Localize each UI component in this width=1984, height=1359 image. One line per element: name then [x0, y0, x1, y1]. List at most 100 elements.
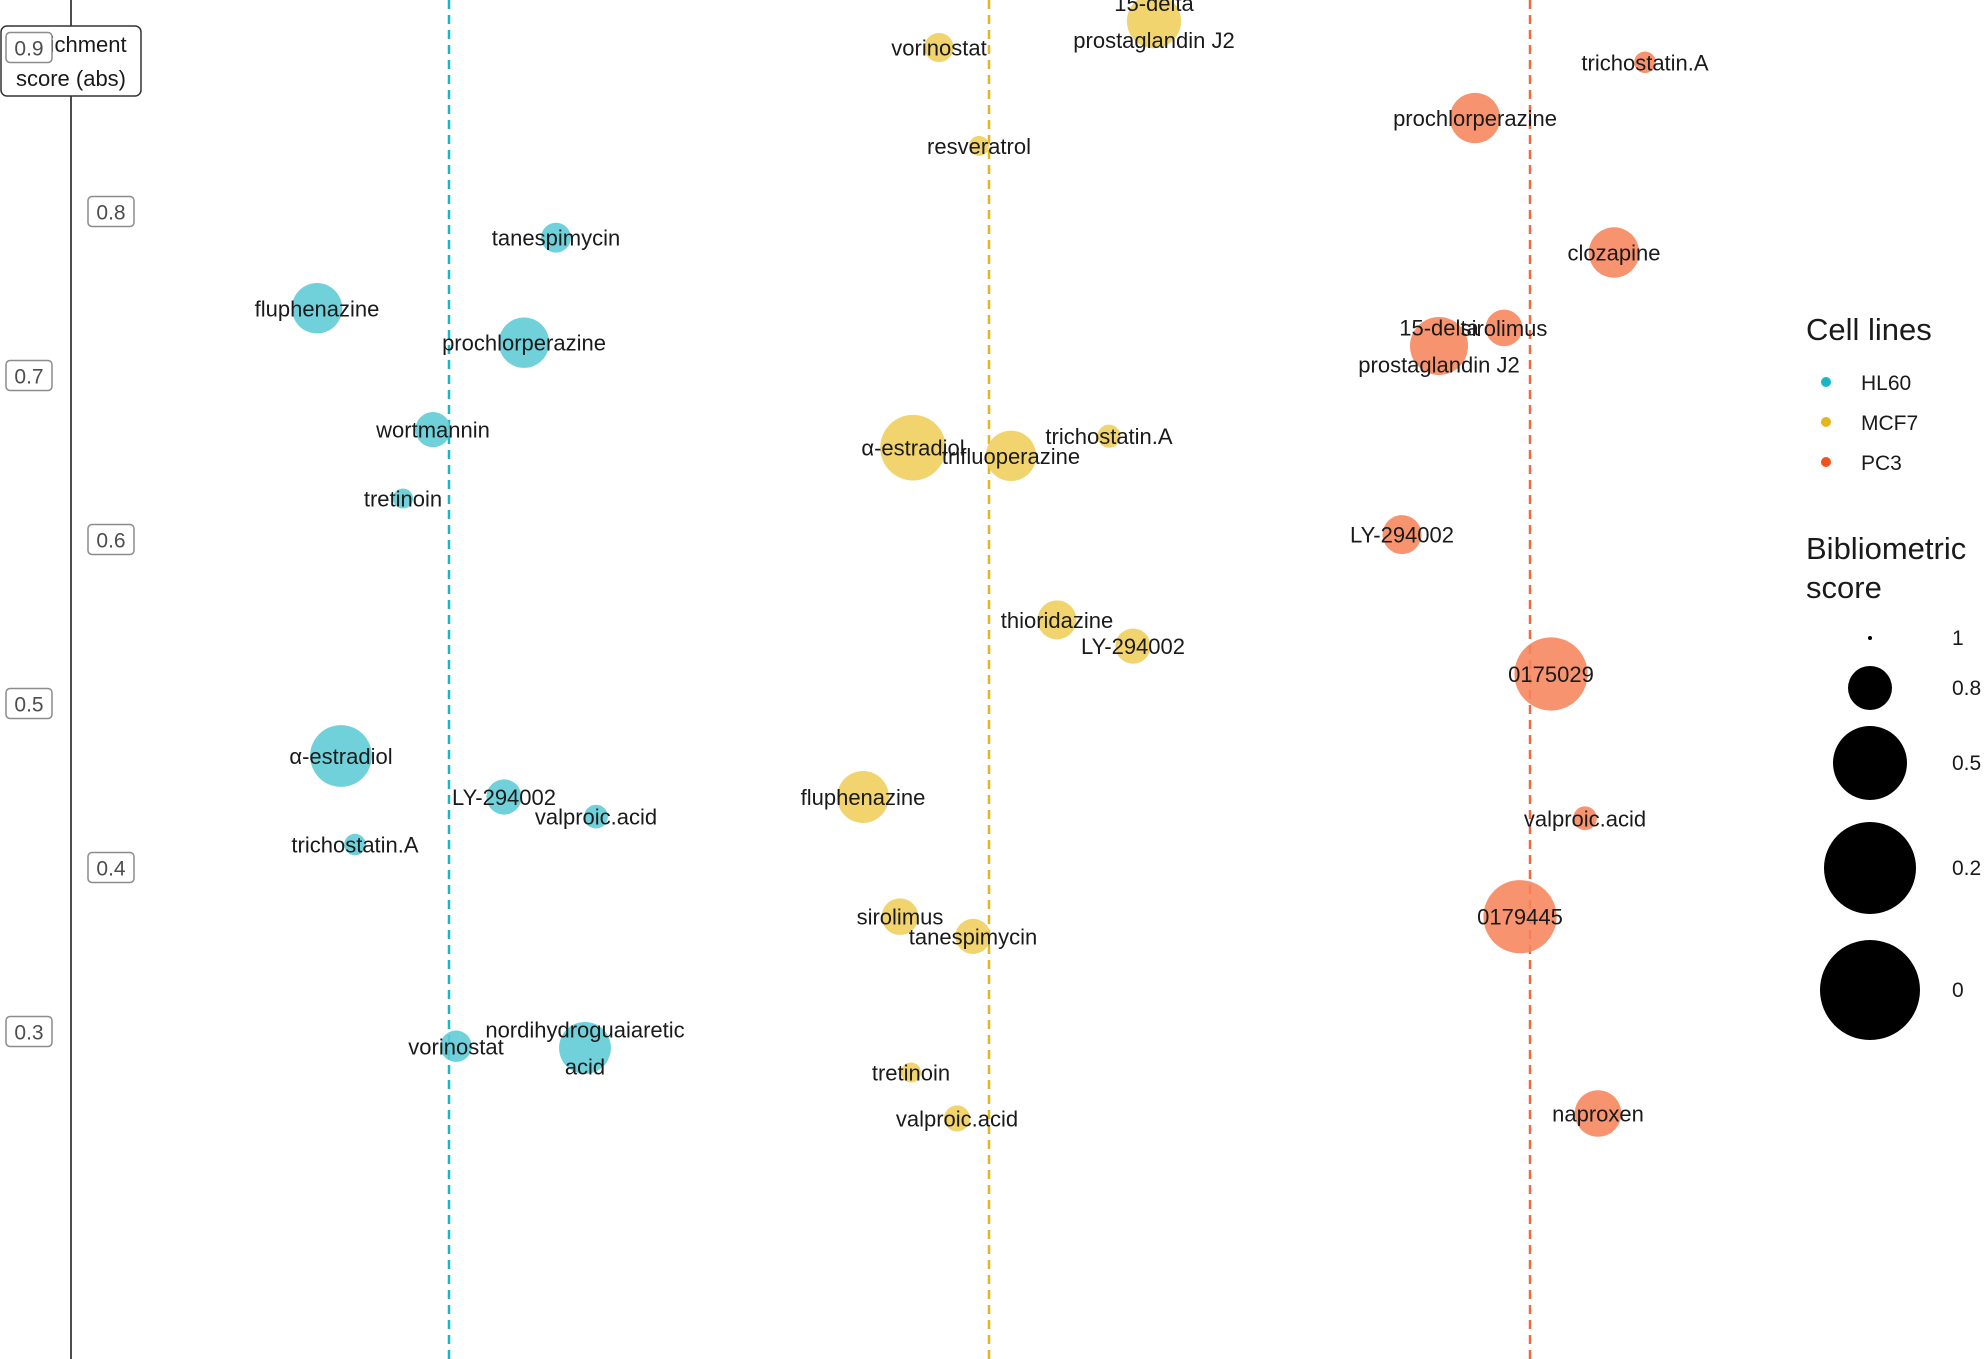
bubble-label-hl60-fluphenazine: fluphenazine: [255, 296, 380, 321]
svg-text:0.4: 0.4: [96, 858, 126, 881]
bubble-label-pc3-sirolimus: sirolimus: [1461, 316, 1548, 341]
bubble-label-mcf7-fluphenazine: fluphenazine: [801, 785, 926, 810]
bubble-label-mcf7-estradiol: α-estradiol: [861, 436, 964, 461]
bubble-label-hl60-vorinostat: vorinostat: [408, 1034, 503, 1059]
bubble-label-pc3-trichostatin-a: trichostatin.A: [1581, 50, 1708, 75]
bubble-pc3-15-delta-prostaglandin-j2: [1410, 316, 1468, 375]
legend-size-key: [1820, 940, 1920, 1040]
bubble-label-hl60-ly-294002: LY-294002: [452, 785, 556, 810]
bubble-mcf7-vorinostat: [924, 32, 954, 63]
svg-text:0.5: 0.5: [14, 694, 43, 717]
svg-text:0.3: 0.3: [14, 1022, 43, 1045]
bubble-hl60-valproic-acid: [584, 804, 608, 829]
bubble-mcf7-15-delta-prostaglandin-j2: [1126, 0, 1182, 49]
bubble-mcf7-ly-294002: [1115, 628, 1151, 664]
bubble-hl60-wortmannin: [415, 412, 451, 448]
legend-size-label: 0.2: [1952, 857, 1981, 880]
bubble-pc3-0179445: [1483, 880, 1557, 954]
bubble-label-mcf7-15-delta-prostaglandin-j2: 15-delta: [1114, 0, 1194, 16]
legend-size-label: 0.8: [1952, 677, 1981, 700]
bubble-labels: thioridazine tanespimycin fluphenazine proc…: [255, 0, 1709, 1131]
bubble-label-pc3-clozapine: clozapine: [1568, 241, 1661, 266]
bubble-label-mcf7-valproic-acid: valproic.acid: [896, 1106, 1018, 1131]
svg-text:0.7: 0.7: [14, 366, 43, 389]
bubble-label-mcf7-tretinoin: tretinoin: [872, 1061, 950, 1086]
bubble-label-pc3-15-delta-prostaglandin-j2: prostaglandin J2: [1358, 352, 1519, 377]
y-tick-label: 0.7: [5, 359, 53, 392]
legend-size-key: [1868, 636, 1872, 640]
legend-label-pc3: PC3: [1861, 452, 1902, 475]
bubble-mcf7-thioridazine: [1037, 600, 1077, 640]
legend-label-hl60: HL60: [1861, 372, 1911, 395]
bubble-label-pc3-ly-294002: LY-294002: [1350, 523, 1454, 548]
bubble-pc3-ly-294002: [1382, 515, 1422, 555]
bubble-label-pc3-valproic-acid: valproic.acid: [1524, 806, 1646, 831]
bubble-mcf7-resveratrol: [969, 135, 989, 156]
bubble-hl60-vorinostat: [440, 1030, 472, 1062]
bubble-hl60-estradiol: [310, 725, 372, 787]
legend-size-key: [1824, 822, 1916, 914]
bubble-label-mcf7-15-delta-prostaglandin-j2: prostaglandin J2: [1073, 28, 1234, 53]
legend-size-title: Bibliometric: [1806, 531, 1966, 566]
bubble-mcf7-sirolimus: [881, 898, 919, 936]
bubble-label-mcf7-trifluoperazine: trifluoperazine: [942, 444, 1080, 469]
y-axis-title: score (abs): [16, 66, 126, 91]
legend-size-label: 1: [1952, 627, 1964, 650]
bubble-label-hl60-nordihydroguaiaretic-acid: nordihydroguaiaretic: [485, 1017, 684, 1042]
bubble-mcf7-trichostatin-a: [1097, 424, 1121, 448]
bubble-mcf7-fluphenazine: [837, 771, 889, 823]
legend-key-hl60: [1821, 377, 1831, 387]
legend-size-label: 0: [1952, 979, 1964, 1002]
bubble-label-mcf7-resveratrol: resveratrol: [927, 134, 1031, 159]
bubble-label-pc3-0179445: 0179445: [1477, 905, 1563, 930]
bubble-label-hl60-wortmannin: wortmannin: [375, 418, 490, 443]
bubble-label-hl60-tanespimycin: tanespimycin: [492, 226, 620, 251]
y-tick-label: 0.8: [87, 195, 135, 228]
bubble-label-hl60-trichostatin-a: trichostatin.A: [291, 833, 418, 858]
bubble-pc3-0175029: [1514, 637, 1588, 711]
bubble-label-hl60-estradiol: α-estradiol: [289, 744, 392, 769]
legend-size-label: 0.5: [1952, 752, 1981, 775]
bubble-pc3-trichostatin-a: [1634, 51, 1656, 74]
bubble-label-pc3-naproxen: naproxen: [1552, 1102, 1644, 1127]
legend-key-mcf7: [1821, 417, 1831, 427]
legend-size-key: [1848, 666, 1892, 710]
bubble-label-pc3-0175029: 0175029: [1508, 662, 1594, 687]
bubble-label-mcf7-trichostatin-a: trichostatin.A: [1045, 424, 1172, 449]
bubble-label-mcf7-thioridazine: thioridazine: [1001, 608, 1114, 633]
bubble-label-hl60-prochlorperazine: prochlorperazine: [442, 331, 606, 356]
bubble-mcf7-tretinoin: [901, 1062, 921, 1083]
bubble-hl60-tanespimycin: [541, 222, 571, 253]
bubbles: [291, 0, 1656, 1137]
bubble-hl60-tretinoin: [393, 488, 413, 509]
bubble-mcf7-tanespimycin: [955, 918, 991, 954]
bubble-hl60-ly-294002: [486, 779, 522, 815]
legend-size-key: [1833, 726, 1907, 800]
bubble-mcf7-estradiol: [880, 414, 946, 481]
bubble-label-mcf7-tanespimycin: tanespimycin: [909, 924, 1037, 949]
bubble-pc3-prochlorperazine: [1449, 92, 1501, 144]
bubble-hl60-prochlorperazine: [498, 317, 550, 368]
bubble-hl60-nordihydroguaiaretic-acid: [559, 1021, 611, 1074]
bubble-label-pc3-prochlorperazine: prochlorperazine: [1393, 106, 1557, 131]
legend-key-pc3: [1821, 457, 1831, 467]
legend-color-title: Cell lines: [1806, 312, 1932, 347]
cell-line-guide-lines: [447, 0, 1532, 1359]
bubble-label-mcf7-vorinostat: vorinostat: [891, 36, 986, 61]
y-tick-label: 0.4: [87, 851, 135, 884]
bubble-pc3-sirolimus: [1485, 309, 1523, 347]
bubble-label-hl60-nordihydroguaiaretic-acid: acid: [565, 1054, 605, 1079]
bubble-mcf7-valproic-acid: [943, 1105, 971, 1132]
bubble-hl60-trichostatin-a: [344, 833, 366, 856]
bubble-hl60-fluphenazine: [291, 283, 343, 334]
bubble-label-hl60-valproic-acid: valproic.acid: [535, 805, 657, 830]
bubble-pc3-clozapine: [1588, 227, 1640, 278]
y-tick-label: 0.3: [5, 1015, 53, 1048]
y-tick-label: 0.9: [5, 31, 53, 64]
bubble-pc3-valproic-acid: [1573, 806, 1597, 831]
bubble-label-pc3-15-delta-prostaglandin-j2: 15-delta: [1399, 315, 1479, 340]
svg-text:0.8: 0.8: [96, 202, 125, 225]
svg-text:0.6: 0.6: [96, 530, 125, 553]
